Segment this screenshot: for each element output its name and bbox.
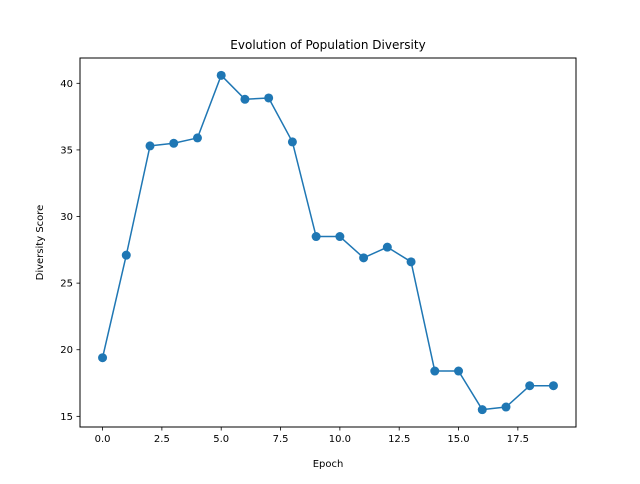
data-point — [454, 366, 464, 376]
data-point — [477, 405, 487, 415]
axes-frame — [79, 57, 577, 428]
y-axis: 15 20 25 30 35 40 — [60, 79, 80, 423]
data-point — [501, 402, 511, 412]
data-point — [359, 253, 369, 263]
x-axis-label: Epoch — [313, 459, 344, 470]
data-point — [382, 242, 392, 252]
x-tick-label: 15.0 — [447, 434, 469, 445]
data-point — [98, 353, 108, 363]
x-tick-label: 7.5 — [273, 434, 289, 445]
data-point — [406, 257, 416, 267]
y-tick-label: 25 — [60, 279, 73, 290]
data-point — [192, 133, 202, 143]
data-point — [216, 70, 226, 80]
y-tick-label: 35 — [60, 145, 73, 156]
plot-area — [98, 70, 558, 415]
x-tick-label: 10.0 — [329, 434, 351, 445]
data-point — [264, 93, 274, 103]
data-point — [430, 366, 440, 376]
x-tick-label: 2.5 — [154, 434, 170, 445]
data-point — [335, 232, 345, 242]
data-point — [287, 137, 297, 147]
data-point — [525, 381, 535, 391]
chart-title: Evolution of Population Diversity — [230, 38, 425, 52]
x-tick-label: 17.5 — [507, 434, 529, 445]
y-tick-label: 15 — [60, 412, 73, 423]
data-point — [169, 138, 179, 148]
y-tick-label: 30 — [60, 212, 73, 223]
data-point — [548, 381, 558, 391]
y-axis-label: Diversity Score — [35, 205, 46, 281]
x-tick-label: 5.0 — [213, 434, 229, 445]
x-tick-label: 12.5 — [388, 434, 410, 445]
y-tick-label: 20 — [60, 345, 73, 356]
data-point — [145, 141, 155, 151]
x-tick-label: 0.0 — [95, 434, 111, 445]
data-point — [240, 94, 250, 104]
y-tick-label: 40 — [60, 79, 73, 90]
data-point — [121, 250, 131, 260]
x-axis: 0.0 2.5 5.0 7.5 10.0 12.5 15.0 17.5 — [95, 427, 529, 445]
data-point — [311, 232, 321, 242]
